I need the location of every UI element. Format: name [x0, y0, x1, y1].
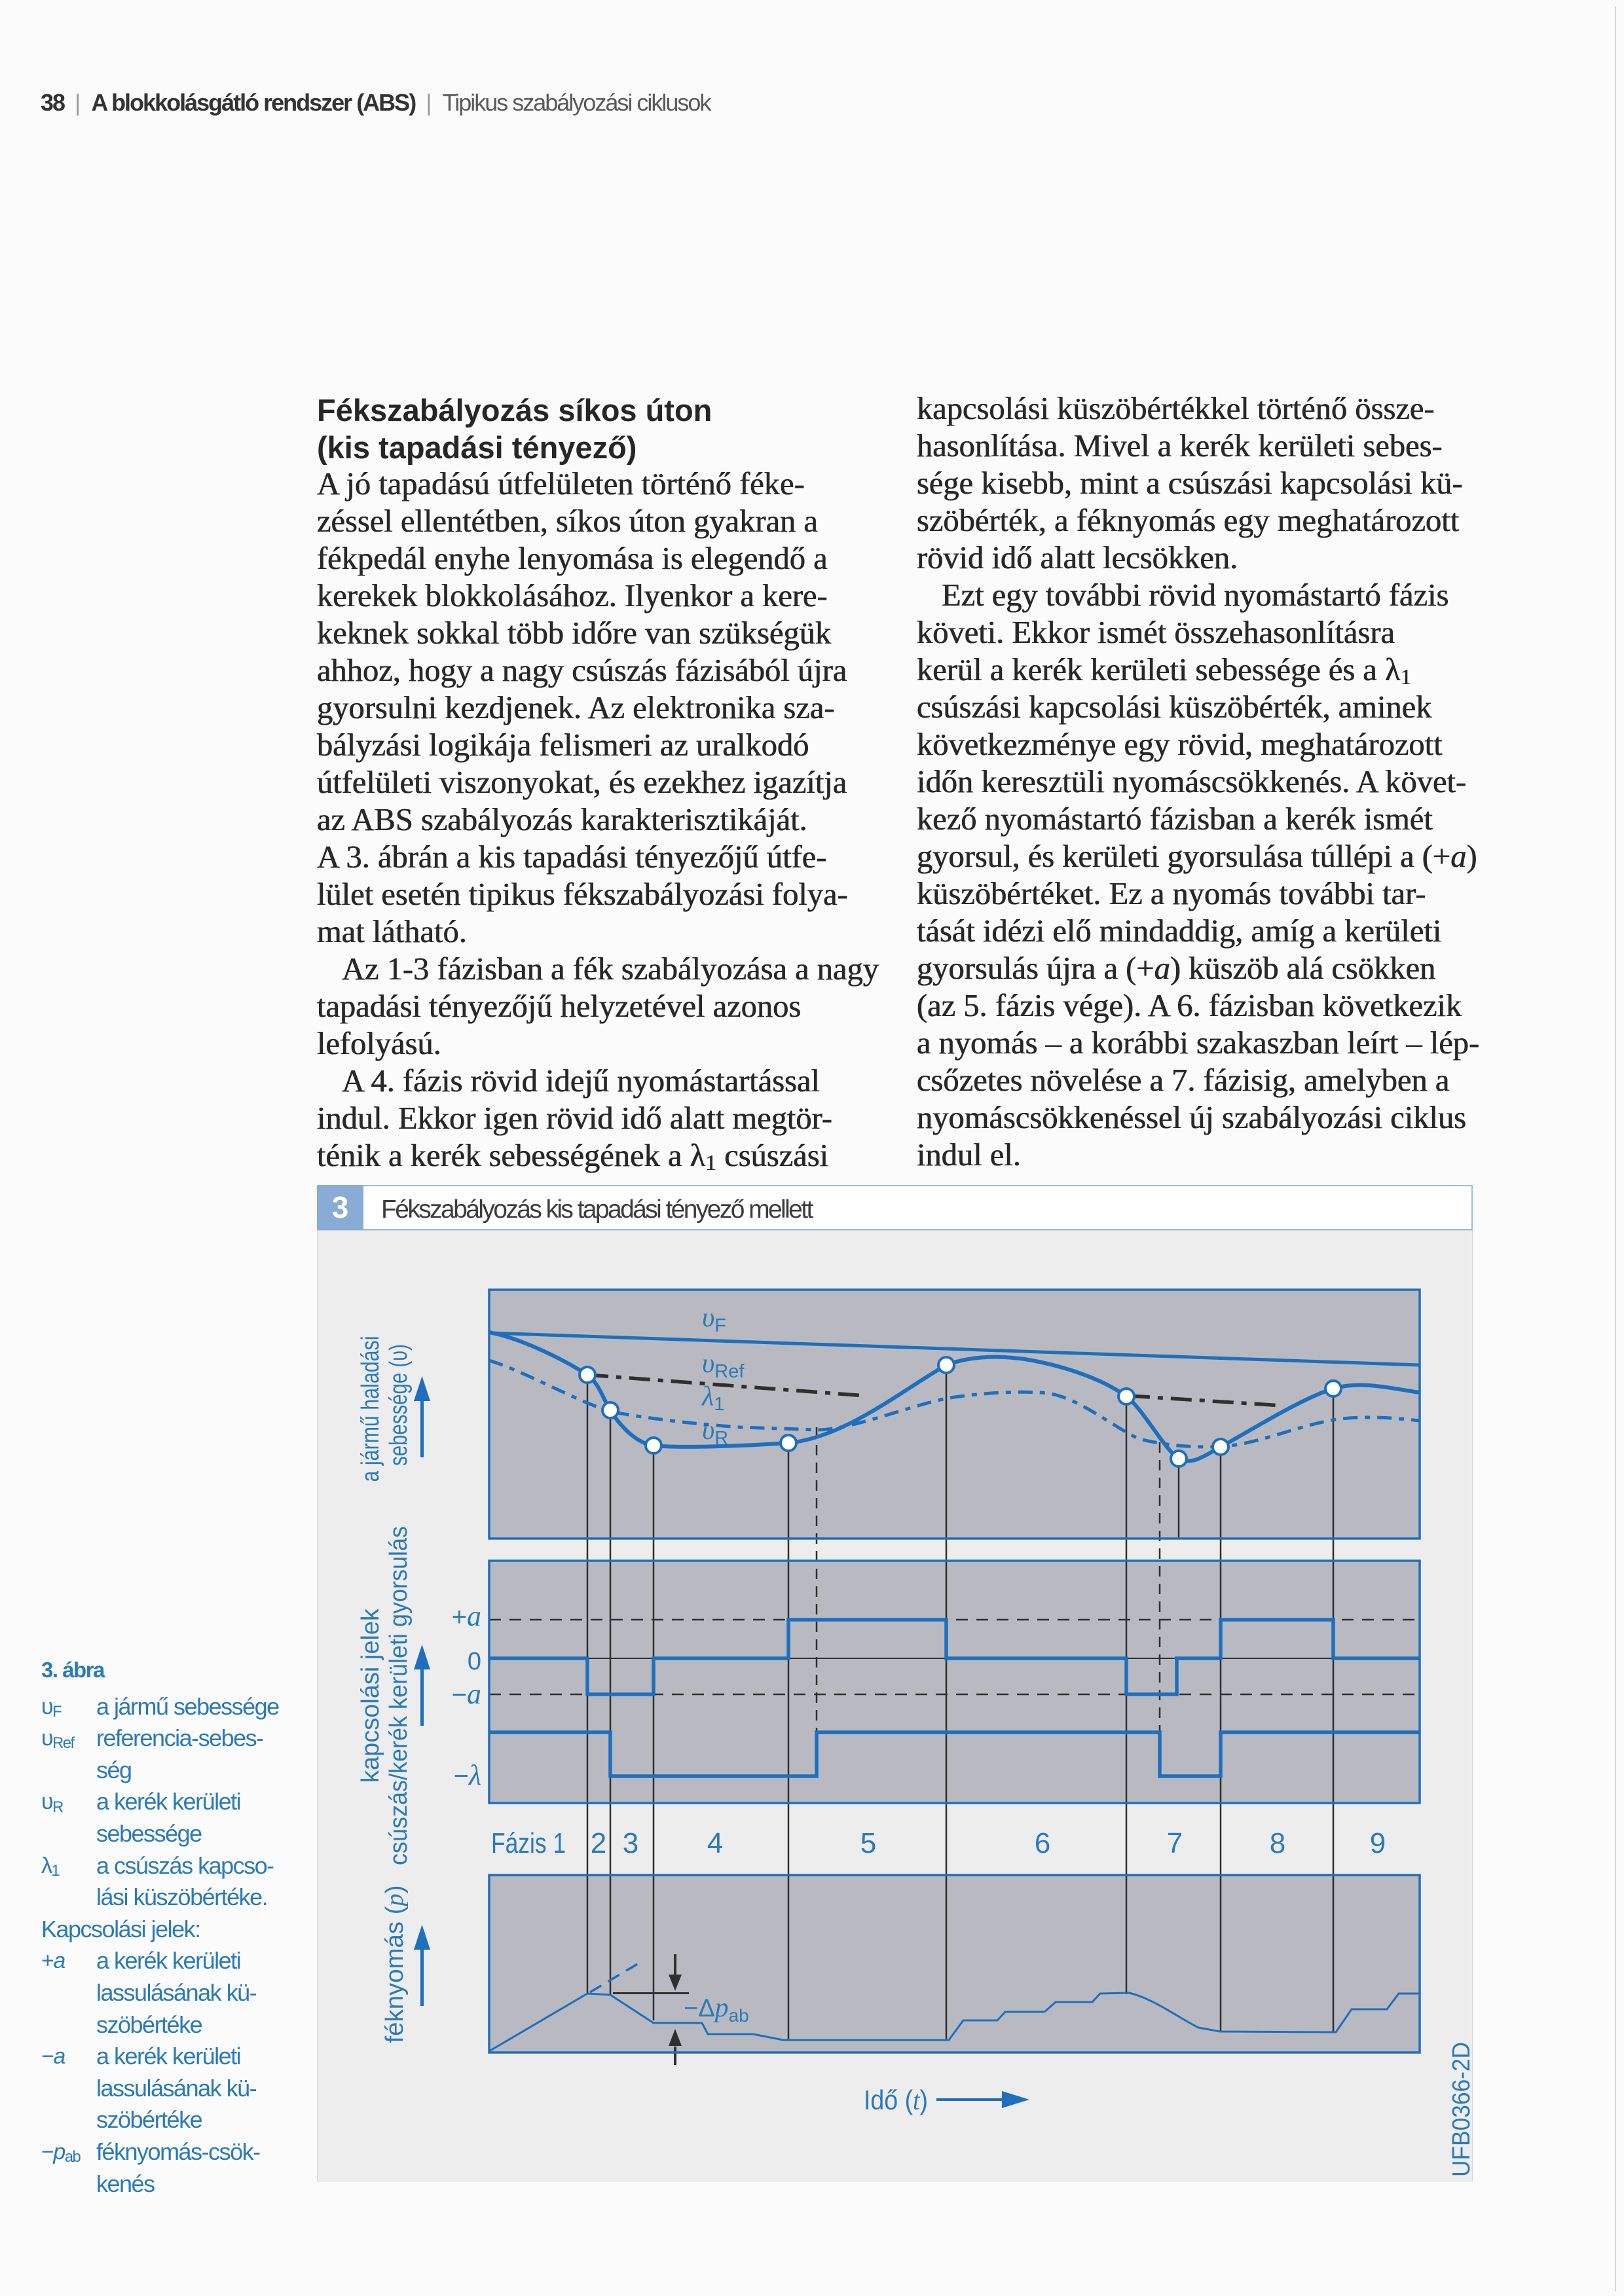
svg-text:4: 4 — [707, 1827, 723, 1859]
svg-text:kapcsolási jelek: kapcsolási jelek — [357, 1608, 384, 1783]
svg-text:csúszás/kerék kerületi gyorsul: csúszás/kerék kerületi gyorsulás — [385, 1526, 413, 1865]
svg-text:UFB0366-2D: UFB0366-2D — [1448, 2042, 1473, 2177]
svg-text:Fázis 1: Fázis 1 — [491, 1827, 566, 1859]
svg-text:féknyomás (p): féknyomás (p) — [381, 1886, 409, 2043]
svg-text:λ1: λ1 — [701, 1381, 724, 1415]
svg-text:8: 8 — [1270, 1827, 1285, 1859]
svg-text:−a: −a — [452, 1678, 481, 1710]
svg-text:sebessége (υ): sebessége (υ) — [385, 1344, 413, 1466]
svg-text:6: 6 — [1035, 1827, 1050, 1859]
svg-text:+a: +a — [452, 1600, 481, 1632]
svg-text:5: 5 — [860, 1827, 876, 1859]
svg-text:9: 9 — [1370, 1827, 1386, 1859]
svg-text:a jármű haladási: a jármű haladási — [357, 1336, 384, 1482]
svg-text:0: 0 — [468, 1648, 481, 1675]
svg-text:3: 3 — [623, 1827, 638, 1859]
svg-text:Idő (t): Idő (t) — [864, 2085, 928, 2116]
svg-text:−λ: −λ — [454, 1759, 481, 1791]
svg-text:2: 2 — [591, 1827, 606, 1859]
svg-text:7: 7 — [1167, 1827, 1183, 1859]
